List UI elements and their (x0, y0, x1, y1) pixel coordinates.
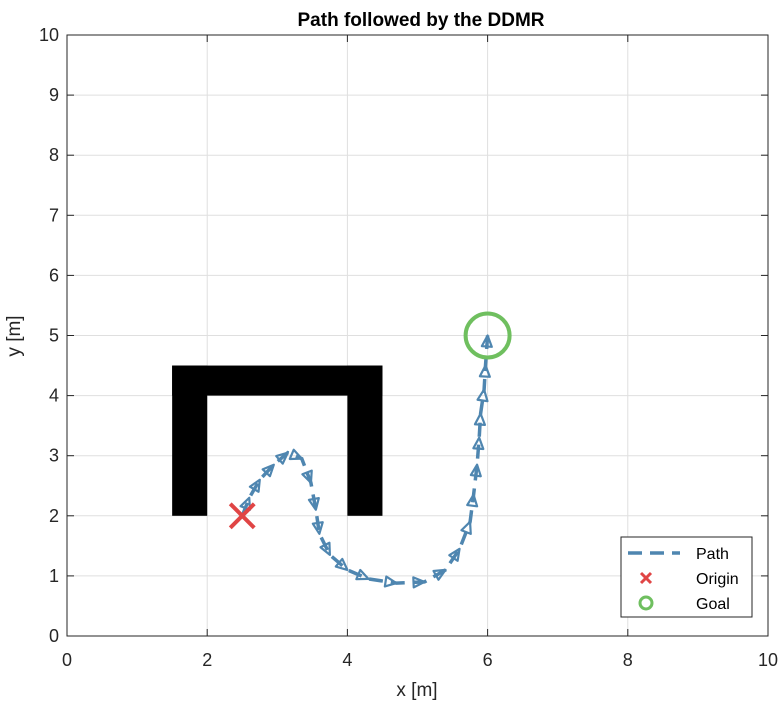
path-arrow (355, 568, 370, 581)
x-tick-label: 2 (202, 650, 212, 670)
path-arrow (478, 364, 491, 378)
path-arrow (472, 436, 485, 451)
legend-label: Path (696, 546, 729, 563)
y-tick-label: 9 (49, 85, 59, 105)
goal-marker (463, 311, 512, 360)
y-axis-label: y [m] (4, 315, 25, 356)
legend-label: Origin (696, 571, 739, 588)
path-arrow (432, 568, 447, 581)
x-tick-label: 8 (623, 650, 633, 670)
legend: Path Origin Goal (620, 536, 753, 618)
y-tick-label: 6 (49, 265, 59, 285)
path-arrow (466, 493, 479, 508)
path-arrow (473, 412, 487, 427)
path-arrow (469, 463, 482, 478)
y-tick-label: 10 (39, 25, 59, 45)
y-tick-label: 8 (49, 145, 59, 165)
path-arrow (248, 478, 261, 493)
obstacle-wall (172, 365, 383, 396)
path-arrow (239, 496, 252, 511)
legend-label: Goal (696, 596, 730, 613)
path-arrow (412, 576, 426, 589)
legend-box (620, 536, 753, 618)
path-arrow (334, 557, 349, 571)
x-tick-label: 6 (483, 650, 493, 670)
y-tick-label: 2 (49, 506, 59, 526)
path-arrow (275, 451, 289, 465)
origin-marker (228, 502, 256, 530)
path-line (240, 335, 490, 585)
legend-origin-stroke (639, 571, 653, 585)
series-layer (228, 311, 512, 589)
y-tick-label: 0 (49, 626, 59, 646)
y-tick-label: 5 (49, 326, 59, 346)
path-arrow (319, 541, 331, 556)
y-tick-label: 3 (49, 446, 59, 466)
x-tick-label: 10 (758, 650, 778, 670)
path-arrow (311, 521, 324, 535)
path-arrow (476, 388, 489, 403)
path-arrow (460, 520, 472, 535)
legend-goal-swatch (638, 595, 654, 611)
path-arrow (383, 575, 398, 588)
y-tick-label: 1 (49, 566, 59, 586)
ticks: 0 2 4 6 8 10 0 1 2 3 4 5 6 7 8 9 10 (39, 25, 778, 670)
origin-marker-stroke (228, 502, 256, 530)
path-arrow (307, 496, 320, 511)
path-arrow (301, 469, 313, 484)
path-arrow (288, 448, 303, 461)
path-arrow (448, 547, 461, 562)
chart-title: Path followed by the DDMR (298, 10, 545, 31)
y-tick-label: 7 (49, 205, 59, 225)
x-axis-label: x [m] (396, 680, 437, 701)
obstacles (172, 365, 383, 516)
legend-origin-swatch (639, 571, 653, 585)
x-tick-label: 4 (342, 650, 352, 670)
y-tick-label: 4 (49, 386, 59, 406)
x-tick-label: 0 (62, 650, 72, 670)
path-arrow (261, 463, 275, 478)
path-arrow (480, 334, 493, 348)
